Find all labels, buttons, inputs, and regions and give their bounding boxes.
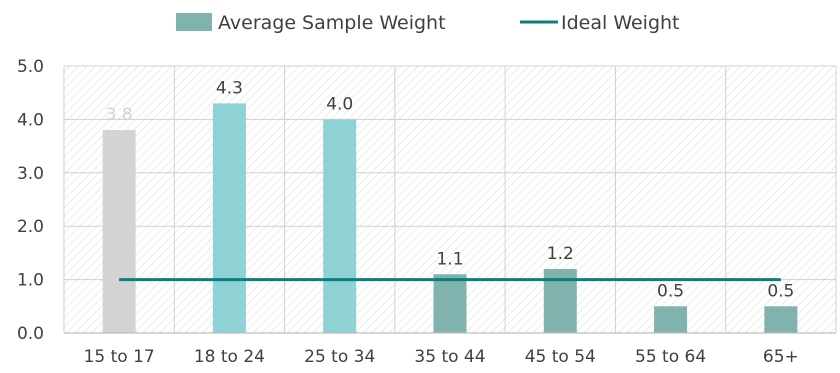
data-label: 4.0 <box>326 94 353 114</box>
x-tick-label: 25 to 34 <box>304 347 375 367</box>
legend-label-ideal-weight: Ideal Weight <box>561 12 680 34</box>
bar <box>212 103 246 333</box>
x-tick-label: 55 to 64 <box>635 347 706 367</box>
data-label: 0.5 <box>657 281 684 301</box>
x-tick-label: 15 to 17 <box>84 347 155 367</box>
y-tick-label: 1.0 <box>17 271 44 291</box>
x-tick-label: 65+ <box>763 347 799 367</box>
bar <box>323 119 357 334</box>
y-tick-label: 4.0 <box>17 110 44 130</box>
bar <box>433 274 467 333</box>
bar <box>764 306 798 333</box>
legend: Average Sample Weight Ideal Weight <box>176 12 680 34</box>
bar <box>654 306 688 333</box>
y-tick-label: 0.0 <box>17 324 44 344</box>
data-label: 1.1 <box>436 249 463 269</box>
data-label: 4.3 <box>216 78 243 98</box>
legend-label-average-sample-weight: Average Sample Weight <box>218 12 446 34</box>
x-tick-label: 45 to 54 <box>525 347 596 367</box>
bar <box>102 130 136 333</box>
plot-area: 0.0 1.0 2.0 3.0 4.0 5.0 3.8 15 to 17 4.3 18 to 24… <box>17 57 837 367</box>
y-tick-label: 5.0 <box>17 57 44 77</box>
data-label: 1.2 <box>547 244 574 264</box>
x-tick-label: 18 to 24 <box>194 347 265 367</box>
x-tick-label: 35 to 44 <box>414 347 485 367</box>
legend-swatch-average-sample-weight <box>176 13 212 31</box>
data-label: 3.8 <box>106 105 133 125</box>
data-label: 0.5 <box>767 281 794 301</box>
y-tick-label: 2.0 <box>17 217 44 237</box>
y-tick-label: 3.0 <box>17 164 44 184</box>
